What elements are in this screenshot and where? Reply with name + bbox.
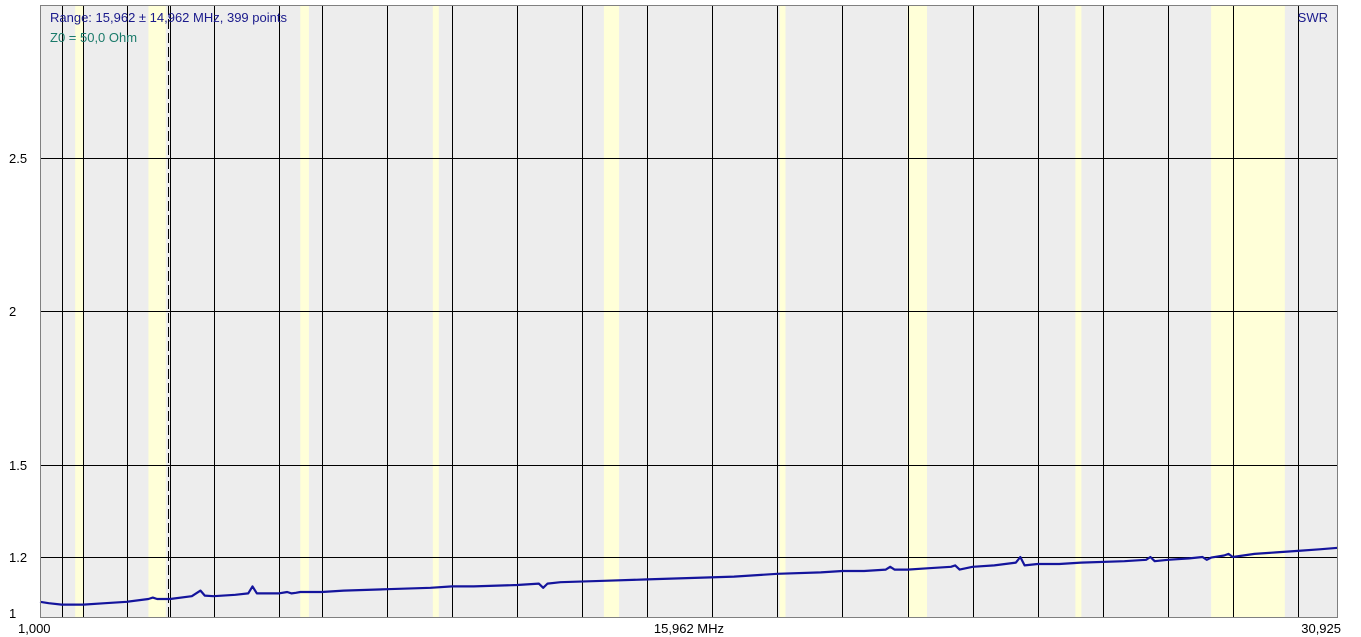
- y-tick-labels: 1 1.2 1.5 2 2.5: [9, 151, 27, 621]
- horizontal-gridlines: [40, 158, 1338, 558]
- y-tick-label-1: 1: [9, 606, 16, 621]
- y-tick-label-5: 2.5: [9, 151, 27, 166]
- x-tick-label-1: 1,000: [18, 621, 51, 636]
- x-tick-label-3: 30,925: [1301, 621, 1341, 636]
- y-tick-label-4: 2: [9, 304, 16, 319]
- y-tick-label-3: 1.5: [9, 458, 27, 473]
- y-tick-label-2: 1.2: [9, 550, 27, 565]
- plot-border: [40, 5, 1338, 618]
- z0-label: Z0 = 50,0 Ohm: [50, 30, 137, 45]
- mode-label: SWR: [1298, 10, 1328, 25]
- x-tick-label-2: 15,962 MHz: [654, 621, 724, 636]
- range-label: Range: 15,962 ± 14,962 MHz, 399 points: [50, 10, 287, 25]
- swr-trace: [39, 546, 1339, 606]
- x-tick-labels: 1,000 15,962 MHz 30,925: [18, 621, 1341, 636]
